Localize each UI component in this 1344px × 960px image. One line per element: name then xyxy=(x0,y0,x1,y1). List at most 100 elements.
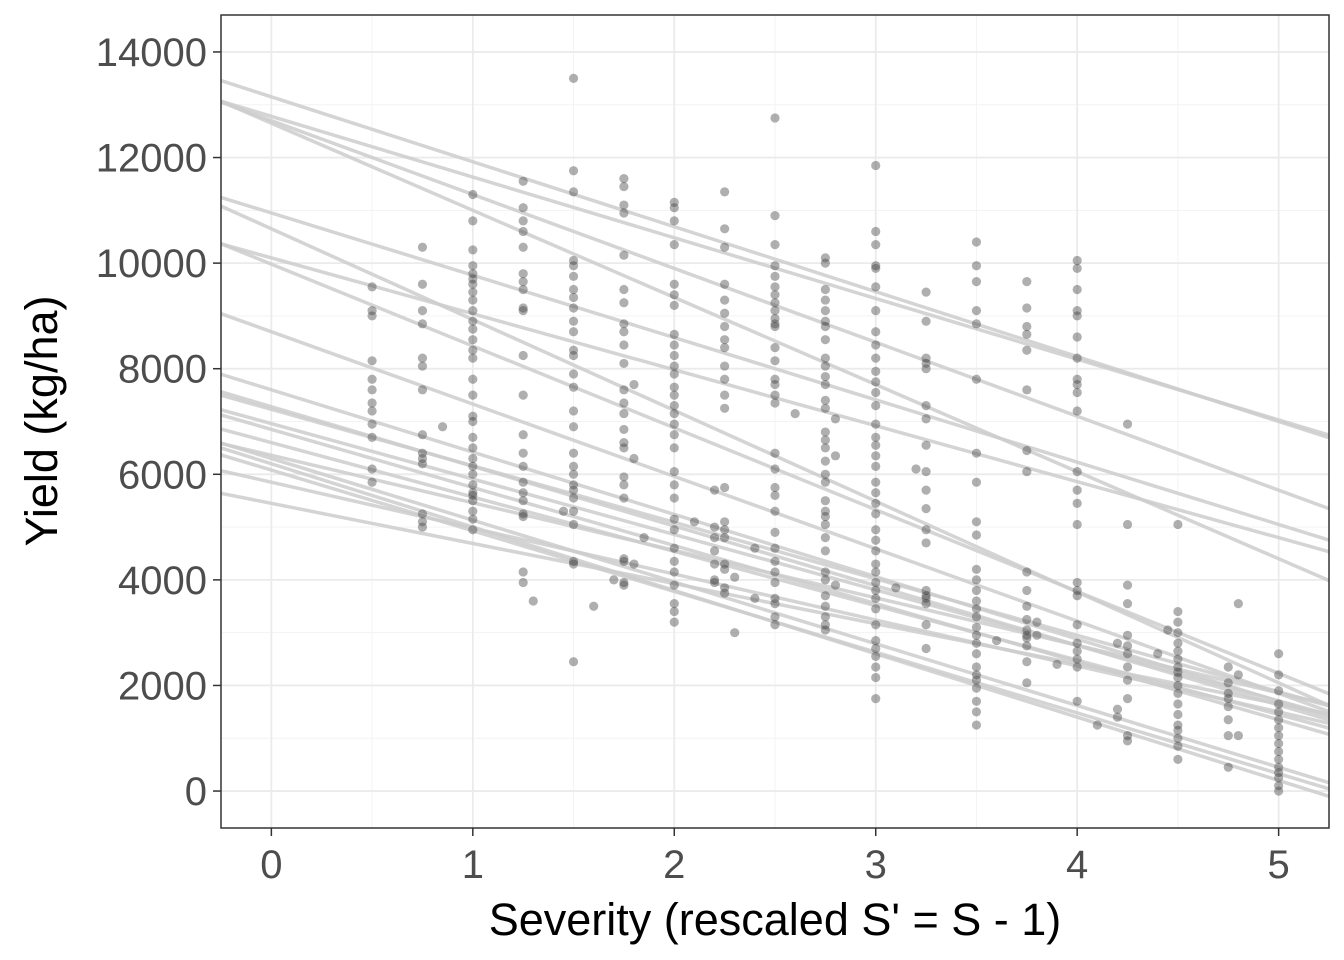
data-point xyxy=(871,160,881,171)
data-point xyxy=(568,271,579,281)
data-point xyxy=(770,321,780,332)
data-point xyxy=(720,279,730,289)
regression-line xyxy=(220,195,1330,542)
data-point xyxy=(669,279,679,289)
y-tick-label: 4000 xyxy=(118,559,207,603)
data-point xyxy=(518,511,528,522)
data-point xyxy=(770,211,780,221)
data-point xyxy=(669,525,679,535)
data-point xyxy=(1072,646,1082,656)
data-point xyxy=(790,408,800,419)
data-point xyxy=(730,628,740,638)
data-point xyxy=(669,556,679,566)
data-point xyxy=(568,350,579,361)
data-point xyxy=(619,424,629,435)
data-point xyxy=(568,303,579,313)
data-point xyxy=(417,361,428,371)
data-point xyxy=(871,477,881,487)
data-point xyxy=(669,443,679,453)
data-point xyxy=(871,261,881,271)
x-tick-label: 3 xyxy=(865,843,887,887)
data-point xyxy=(720,403,730,413)
data-point xyxy=(720,335,730,345)
data-point xyxy=(619,327,629,337)
data-point xyxy=(568,469,579,479)
data-point xyxy=(417,459,428,469)
data-point xyxy=(971,261,982,271)
data-point xyxy=(1274,699,1284,709)
data-point xyxy=(820,306,830,316)
data-point xyxy=(568,406,579,416)
data-point xyxy=(669,216,679,226)
data-point xyxy=(871,604,881,614)
data-point xyxy=(770,290,780,300)
data-point xyxy=(1173,646,1183,656)
data-point xyxy=(709,485,720,495)
data-point xyxy=(518,488,528,498)
data-point xyxy=(468,335,478,345)
data-point xyxy=(709,522,720,532)
data-point xyxy=(820,519,830,530)
x-axis-title: Severity (rescaled S' = S - 1) xyxy=(489,894,1062,945)
data-point xyxy=(1223,715,1233,725)
data-point xyxy=(820,353,830,363)
data-point xyxy=(518,216,528,226)
data-point xyxy=(468,374,478,384)
data-point xyxy=(820,316,830,326)
data-point xyxy=(669,350,679,361)
data-point xyxy=(619,284,629,295)
data-point xyxy=(518,430,528,440)
data-point xyxy=(1092,720,1102,730)
data-point xyxy=(468,274,478,284)
data-point xyxy=(1274,731,1284,741)
data-point xyxy=(820,511,830,522)
regression-line xyxy=(220,453,1330,791)
data-point xyxy=(1072,519,1082,530)
data-point xyxy=(367,419,377,429)
data-point xyxy=(568,187,579,197)
data-point xyxy=(1173,628,1183,638)
regression-line xyxy=(220,408,1330,717)
data-point xyxy=(1072,485,1082,495)
data-point xyxy=(871,694,881,704)
data-point xyxy=(468,324,478,334)
data-point xyxy=(921,467,931,477)
data-point xyxy=(820,533,830,543)
data-points xyxy=(367,73,1284,796)
data-point xyxy=(669,361,679,371)
data-point xyxy=(689,517,700,527)
data-point xyxy=(568,261,579,271)
data-point xyxy=(1233,731,1243,741)
data-point xyxy=(468,432,478,442)
data-point xyxy=(518,567,528,577)
minor-gridlines xyxy=(221,15,1329,828)
data-point xyxy=(1274,723,1284,733)
data-point xyxy=(1072,306,1082,316)
data-point xyxy=(971,683,982,693)
data-point xyxy=(871,282,881,292)
data-point xyxy=(669,514,679,524)
data-point xyxy=(518,496,528,506)
data-point xyxy=(720,525,730,535)
data-point xyxy=(971,237,982,247)
data-point xyxy=(619,443,629,453)
data-point xyxy=(669,300,679,310)
regression-line xyxy=(220,312,1330,714)
data-point xyxy=(971,707,982,717)
data-point xyxy=(669,480,679,490)
data-point xyxy=(1122,736,1133,746)
data-point xyxy=(629,453,639,464)
data-point xyxy=(568,316,579,326)
data-point xyxy=(1022,585,1032,596)
data-point xyxy=(619,250,629,260)
data-point xyxy=(921,364,931,374)
data-point xyxy=(1223,731,1233,741)
data-point xyxy=(1173,617,1183,627)
data-point xyxy=(770,527,780,537)
data-point xyxy=(1274,686,1284,696)
data-point xyxy=(1173,733,1183,743)
data-point xyxy=(871,419,881,429)
data-point xyxy=(1173,672,1183,683)
data-point xyxy=(619,340,629,350)
x-tick-label: 5 xyxy=(1268,843,1290,887)
